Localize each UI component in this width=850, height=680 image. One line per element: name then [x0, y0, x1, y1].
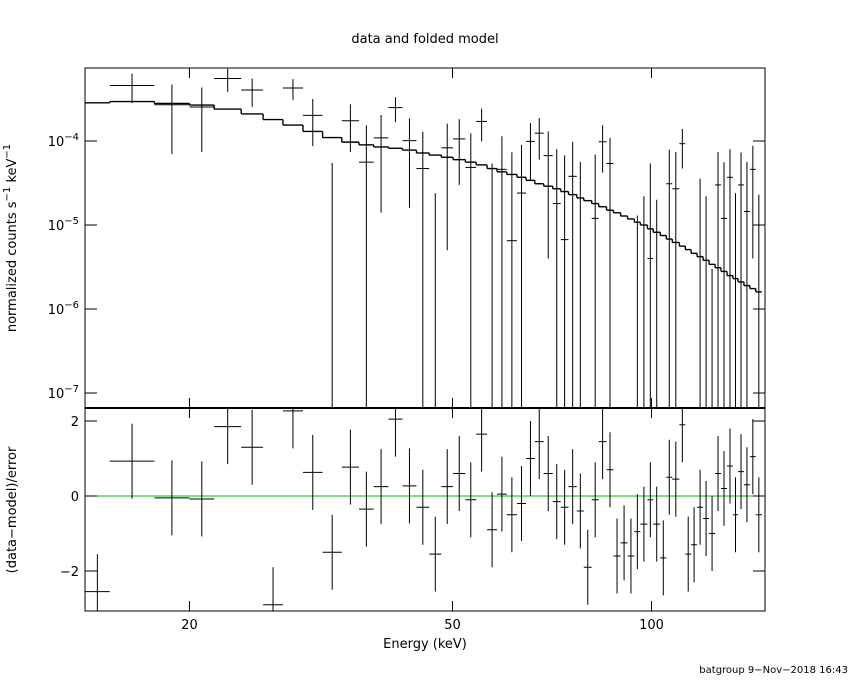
y-tick-base: −2	[60, 565, 79, 580]
y-tick-label: 10−7	[48, 384, 79, 402]
spectrum-panel	[85, 68, 762, 408]
y-tick-base: 10	[48, 303, 65, 318]
y-tick-exponent: −6	[64, 300, 79, 311]
y-axis-label: (data−model)/error	[5, 446, 20, 573]
chart-title: data and folded model	[351, 32, 498, 47]
y-tick-label: 10−5	[48, 216, 79, 234]
y-tick-label: 10−6	[48, 300, 79, 318]
x-tick-label: 20	[181, 618, 198, 633]
y-tick-base: 10	[48, 135, 65, 150]
y-tick-exponent: −4	[64, 132, 79, 143]
footer: batgroup 9−Nov−2018 16:43	[699, 665, 848, 676]
x-tick-label: 100	[639, 618, 664, 633]
y-axis-label-part: normalized counts s	[5, 201, 20, 332]
y-axis-label-part: keV	[5, 158, 20, 186]
y-axis-label-exponent: −1	[2, 187, 13, 202]
y-tick-base: 10	[48, 387, 65, 402]
y-tick-label: 0	[71, 490, 79, 505]
y-axis-label-exponent: −1	[2, 144, 13, 159]
y-tick-exponent: −5	[64, 216, 79, 227]
residual-panel	[85, 408, 765, 611]
plot-frame	[84, 67, 766, 612]
y-tick-exponent: −7	[64, 384, 79, 395]
y-tick-label: 10−4	[48, 132, 79, 150]
y-tick-label: −2	[60, 565, 79, 580]
y-tick-label: 2	[71, 415, 79, 430]
x-axis-label: Energy (keV)	[383, 637, 467, 652]
y-tick-base: 10	[48, 219, 65, 234]
y-axis-label: normalized counts s−1 keV−1	[2, 144, 20, 332]
y-axis-label-part: (data−model)/error	[5, 446, 20, 573]
x-tick-label: 50	[444, 618, 461, 633]
